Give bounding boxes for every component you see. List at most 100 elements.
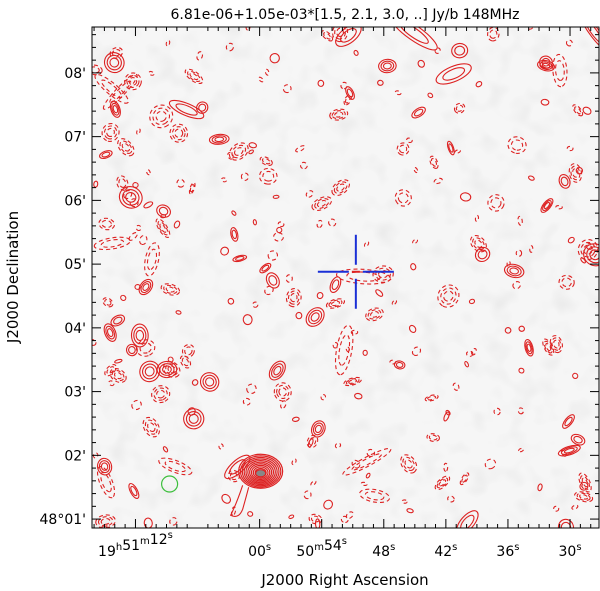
positive-contour [142, 363, 158, 380]
negative-contour [459, 472, 470, 486]
negative-contour [366, 448, 376, 458]
positive-contour [504, 327, 512, 334]
positive-contour [537, 59, 555, 72]
positive-contour [100, 462, 109, 471]
negative-contour [171, 126, 186, 141]
positive-contour [162, 446, 169, 453]
positive-contour [118, 186, 143, 209]
negative-contour [360, 481, 368, 487]
negative-contour [332, 342, 339, 349]
negative-contour [96, 465, 116, 499]
negative-contour [363, 241, 370, 248]
positive-contour [563, 447, 575, 454]
y-tick-label: 04' [64, 321, 86, 337]
negative-contour [428, 434, 438, 441]
bright-source-contour [245, 460, 276, 484]
positive-contour [557, 444, 581, 457]
plot-area [91, 26, 600, 529]
positive-contour [159, 363, 175, 376]
positive-contour [410, 263, 417, 271]
y-axis-label: J2000 Declination [4, 211, 22, 344]
chart-title: 6.81e-06+1.05e-03*[1.5, 2.1, 3.0, ..] Jy… [171, 7, 520, 23]
positive-contour [122, 189, 140, 206]
negative-contour [581, 477, 589, 488]
negative-contour [434, 475, 451, 491]
negative-contour [165, 286, 175, 293]
negative-contour [131, 399, 142, 411]
negative-contour [320, 394, 327, 401]
positive-contour [540, 98, 550, 106]
negative-contour [396, 142, 410, 156]
positive-contour [406, 508, 414, 514]
bright-source-core [255, 469, 267, 478]
negative-contour [111, 49, 121, 57]
negative-contour [436, 477, 449, 489]
bright-source-contour [239, 455, 282, 488]
negative-contour [164, 460, 187, 473]
positive-contour [110, 314, 126, 327]
bright-source-contour [238, 453, 284, 489]
negative-contour [152, 107, 171, 126]
negative-contour [404, 459, 413, 469]
positive-contour [583, 243, 599, 267]
x-tick-label: 42s [434, 542, 457, 560]
positive-contour [477, 249, 488, 260]
positive-contour [242, 314, 253, 326]
negative-contour [144, 419, 158, 435]
negative-contour [169, 517, 178, 526]
positive-contour [524, 339, 534, 357]
negative-contour [218, 443, 224, 450]
negative-contour [316, 219, 323, 229]
positive-contour [232, 254, 248, 263]
negative-contour [394, 90, 402, 96]
positive-contour [211, 135, 227, 144]
negative-contour [433, 177, 443, 185]
positive-contour [435, 63, 472, 85]
negative-contour [329, 108, 349, 121]
negative-contour [579, 494, 589, 500]
negative-contour [94, 73, 129, 104]
negative-contour [586, 242, 593, 250]
positive-contour [518, 367, 525, 374]
negative-contour [273, 232, 284, 242]
negative-contour [117, 138, 135, 157]
negative-contour [426, 433, 440, 442]
positive-contour [542, 200, 552, 212]
positive-contour [354, 392, 363, 400]
negative-contour [333, 181, 348, 194]
positive-contour [291, 416, 300, 422]
negative-contour [334, 111, 344, 118]
negative-contour [438, 479, 447, 487]
negative-contour [306, 434, 319, 449]
negative-contour [402, 456, 415, 472]
positive-contour [557, 518, 575, 528]
positive-contour [310, 312, 320, 322]
positive-contour [560, 176, 569, 187]
positive-contour [562, 414, 575, 429]
negative-contour [344, 96, 351, 104]
negative-contour [560, 449, 567, 457]
positive-contour [395, 361, 404, 368]
negative-contour [158, 457, 193, 476]
positive-contour [579, 481, 589, 491]
negative-contour [335, 268, 392, 285]
positive-contour [580, 257, 586, 264]
negative-contour [225, 42, 235, 52]
negative-contour [338, 334, 351, 366]
negative-contour [572, 168, 579, 178]
positive-contour [572, 372, 579, 380]
negative-contour [443, 462, 449, 472]
negative-contour [176, 178, 185, 188]
positive-contour [276, 226, 283, 234]
positive-contour [268, 360, 286, 381]
negative-contour [487, 27, 500, 42]
positive-contour [142, 283, 150, 291]
marker-layer [161, 234, 394, 493]
positive-contour [316, 291, 324, 300]
positive-contour [112, 105, 119, 114]
negative-contour [558, 274, 575, 290]
negative-contour [169, 123, 189, 143]
negative-contour [128, 232, 138, 241]
negative-contour [242, 397, 251, 406]
negative-contour [565, 39, 573, 47]
